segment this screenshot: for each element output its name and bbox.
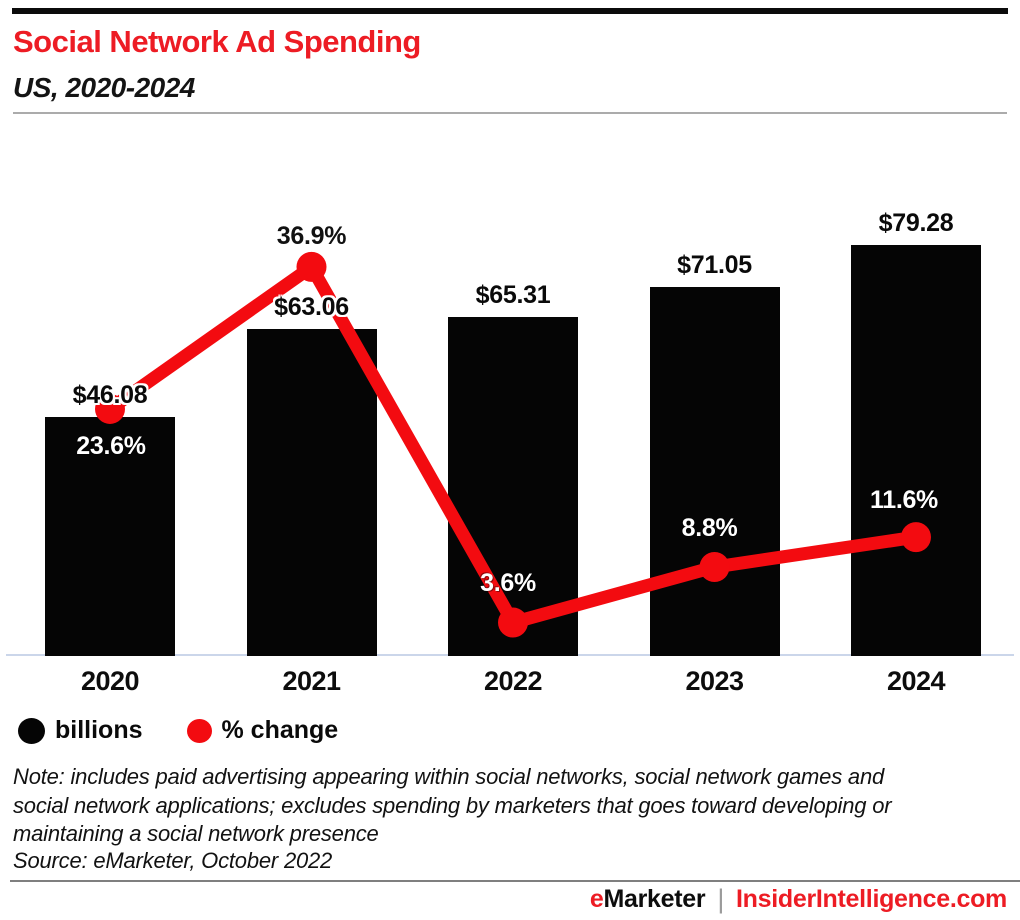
legend-pct-change-label: % change: [221, 716, 339, 744]
x-axis-label-2024: 2024: [886, 666, 946, 696]
legend: billions % change: [18, 716, 338, 745]
footer-divider: [10, 880, 1020, 882]
plot-area: $46.08 23.6% 2020 $63.06 36.9% 2021 $65.31 3.6%…: [6, 208, 1014, 696]
legend-pct-change-swatch: [186, 718, 212, 743]
bar-2023: [649, 287, 780, 656]
footer-brand: e Marketer | InsiderIntelligence.com: [590, 884, 1007, 915]
pct-change-label-2024: 11.6%: [869, 486, 938, 515]
bar-value-label-2024: $79.28: [878, 208, 954, 237]
legend-billions-swatch: [18, 717, 45, 744]
emarketer-logo-rest: Marketer: [603, 885, 706, 913]
x-axis-label-2023: 2023: [685, 666, 744, 696]
pct-change-label-2022: 3.6%: [480, 568, 536, 597]
bar-2024: [851, 244, 981, 656]
chart-title: Social Network Ad Spending: [13, 24, 421, 59]
bar-value-label-2021: $63.06: [274, 292, 349, 321]
x-axis-label-2022: 2022: [483, 666, 543, 696]
emarketer-logo-e: e: [589, 885, 604, 913]
line-dot-2021: [296, 251, 327, 282]
chart-subtitle: US, 2020-2024: [13, 72, 195, 103]
bar-value-label-2022: $65.31: [475, 281, 551, 310]
note-line-3: maintaining a social network presence: [13, 821, 379, 846]
footer-separator: |: [717, 884, 725, 914]
note-line-2: social network applications; excludes sp…: [13, 792, 892, 818]
note-line-1: Note: includes paid advertising appearin…: [13, 764, 885, 789]
top-accent-bar: [12, 8, 1008, 14]
bar-2021: [246, 328, 377, 656]
pct-change-label-2021: 36.9%: [276, 221, 347, 250]
legend-billions-label: billions: [55, 716, 143, 744]
bar-value-label-2023: $71.05: [677, 251, 752, 280]
x-axis-label-2021: 2021: [282, 666, 341, 696]
bar-value-label-2020: $46.08: [72, 380, 148, 409]
bar-2022: [448, 317, 578, 656]
pct-change-label-2023: 8.8%: [681, 514, 738, 543]
x-axis-label-2020: 2020: [80, 666, 140, 696]
header-divider: [13, 112, 1007, 114]
note-text: Note: includes paid advertising appearin…: [13, 763, 892, 849]
pct-change-label-2020: 23.6%: [76, 431, 146, 460]
insider-intelligence-link: InsiderIntelligence.com: [736, 885, 1007, 913]
source-text: Source: eMarketer, October 2022: [13, 848, 333, 873]
